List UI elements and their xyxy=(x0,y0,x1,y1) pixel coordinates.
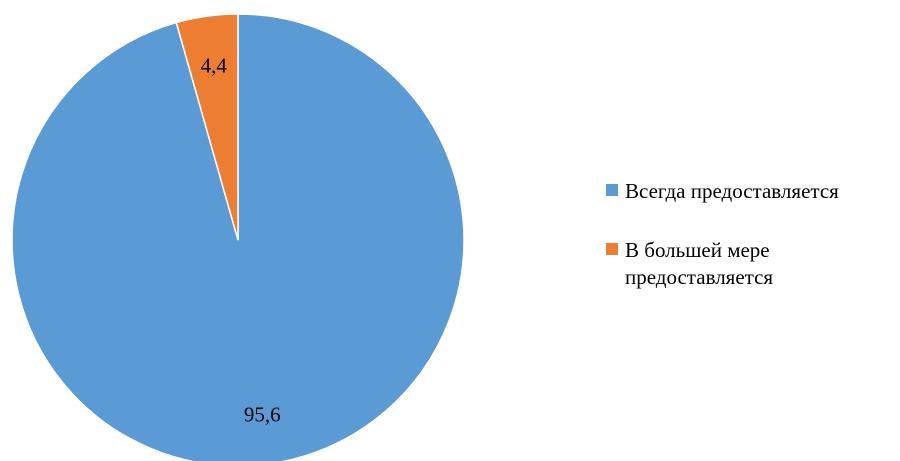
legend-label-mostly-line1: В большей мере xyxy=(625,238,770,262)
value-label-mostly: 4,4 xyxy=(201,53,228,77)
pie-slice-always xyxy=(11,13,465,461)
pie-slices xyxy=(11,13,465,461)
legend-item-mostly: В большей мере предоставляется xyxy=(606,237,896,291)
legend-label-mostly: В большей мере предоставляется xyxy=(625,237,773,291)
legend-label-always: Всегда предоставляется xyxy=(625,179,839,203)
legend: Всегда предоставляется В большей мере пр… xyxy=(606,178,896,323)
value-label-always: 95,6 xyxy=(244,403,281,427)
pie-value-labels: 95,6 4,4 xyxy=(201,53,281,426)
legend-swatch-mostly xyxy=(606,243,618,255)
pie-slice-mostly xyxy=(175,13,239,241)
legend-label-mostly-line2: предоставляется xyxy=(625,265,774,289)
legend-item-always: Всегда предоставляется xyxy=(606,178,896,205)
legend-swatch-always xyxy=(606,184,618,196)
